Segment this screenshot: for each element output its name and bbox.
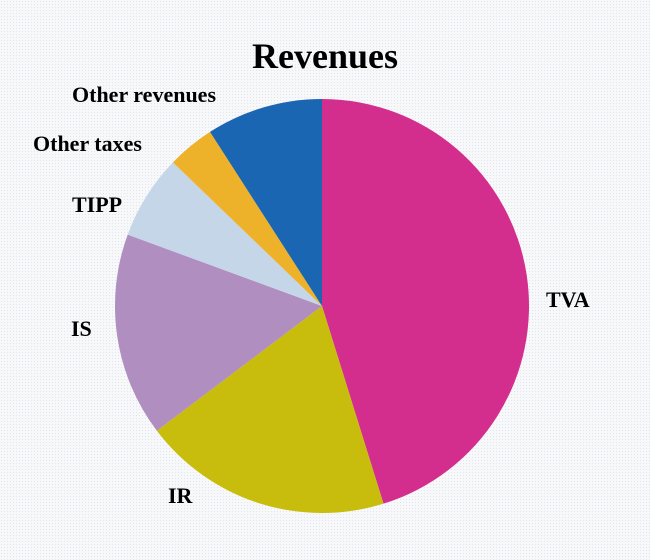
pie-slice-is (114, 234, 323, 431)
slice-label-tipp: TIPP (72, 192, 123, 217)
chart-title: Revenues (252, 36, 398, 76)
pie-slice-ir (156, 306, 384, 514)
pie-slice-other-taxes (172, 131, 322, 306)
slice-label-other-revenues: Other revenues (72, 82, 216, 107)
slice-label-is: IS (71, 316, 92, 341)
slice-label-tva: TVA (546, 287, 590, 312)
pie-slice-other-revenues (209, 98, 322, 306)
pie-slice-tva (322, 98, 530, 504)
slice-label-other-taxes: Other taxes (33, 131, 142, 156)
pie-slices (114, 98, 530, 514)
pie-slice-tipp (127, 162, 323, 306)
slice-label-ir: IR (168, 483, 193, 508)
